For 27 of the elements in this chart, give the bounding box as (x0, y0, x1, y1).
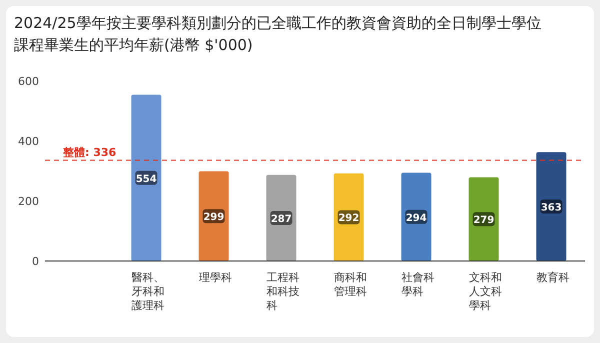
data-label: 287 (270, 214, 292, 225)
y-tick-label: 0 (32, 255, 39, 268)
bar (266, 174, 296, 261)
x-tick-label: 工程科和科技科 (266, 271, 300, 312)
data-label: 294 (406, 212, 427, 224)
ref-line-label: 整體: 336 (62, 146, 117, 160)
bar (468, 177, 499, 261)
x-tick-label: 醫科、牙科和護理科 (131, 271, 164, 312)
bar (536, 152, 566, 261)
chart-title: 2024/25學年按主要學科類別劃分的已全職工作的教資會資助的全日制學士學位課程畢業生的平均年薪(港幣 $'000) (14, 14, 542, 54)
x-tick-label: 商科和管理科 (334, 271, 367, 298)
x-tick-label: 文科和人文科學科 (468, 271, 502, 312)
x-tick-label: 理學科 (198, 271, 232, 284)
data-label: 554 (136, 174, 157, 185)
y-tick-label: 200 (18, 195, 39, 208)
data-label: 299 (203, 212, 224, 224)
bar (131, 94, 162, 261)
data-label: 279 (473, 215, 494, 226)
y-tick-label: 600 (18, 75, 39, 88)
data-label: 292 (338, 213, 360, 224)
bar (334, 173, 364, 261)
x-tick-label: 教育科 (536, 271, 570, 284)
bar (198, 171, 229, 261)
bar (401, 172, 432, 261)
x-tick-label: 社會科學科 (401, 271, 434, 298)
data-label: 363 (540, 202, 562, 214)
y-tick-label: 400 (18, 135, 39, 148)
